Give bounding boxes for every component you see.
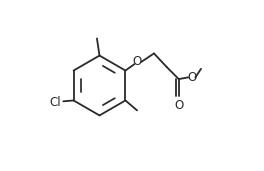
Text: Cl: Cl bbox=[49, 96, 61, 109]
Text: O: O bbox=[133, 55, 142, 69]
Text: O: O bbox=[174, 99, 183, 112]
Text: O: O bbox=[187, 71, 196, 84]
